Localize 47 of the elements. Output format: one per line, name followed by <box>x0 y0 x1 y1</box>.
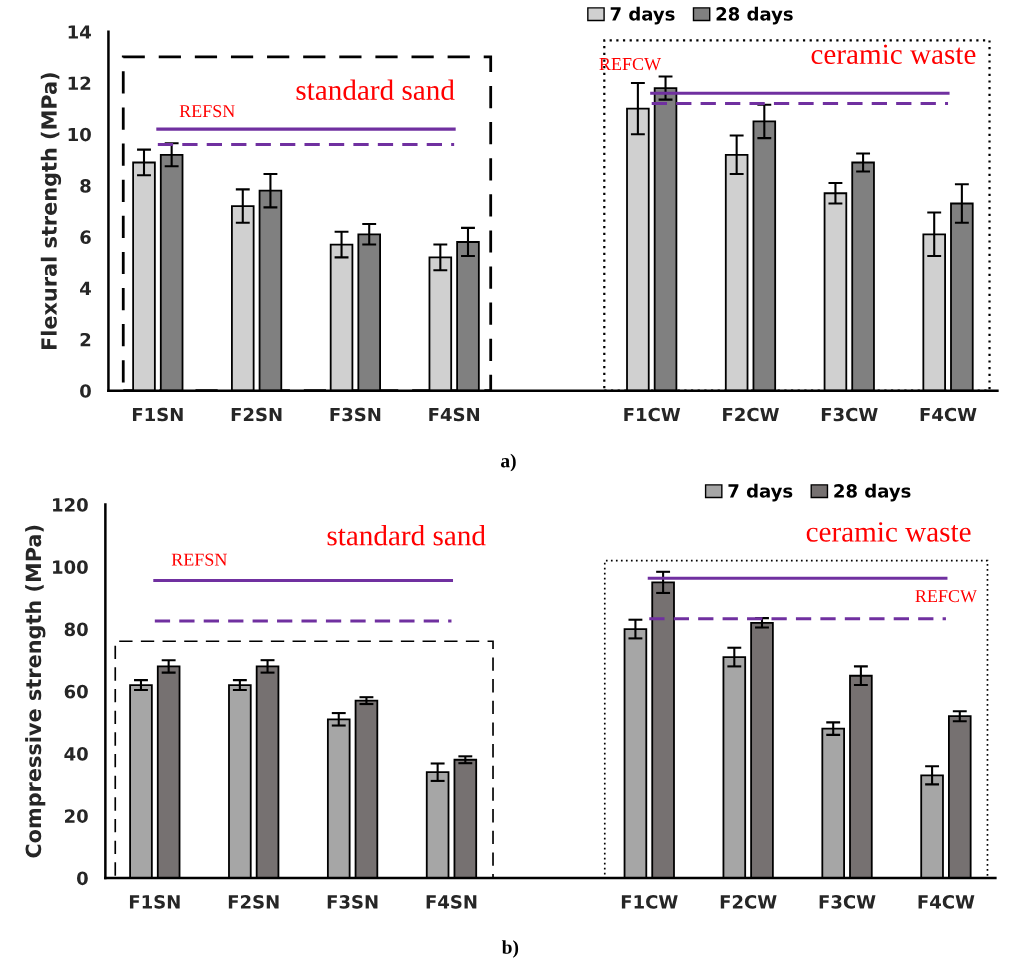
y-tick-label: 2 <box>80 332 91 347</box>
y-tick-label: 6 <box>80 230 91 244</box>
x-tick-label: F3CW <box>821 407 878 422</box>
y-tick-label: 40 <box>64 747 88 761</box>
legend-label: 7 days <box>728 483 793 502</box>
y-tick-label: 8 <box>80 179 91 193</box>
text: a) <box>501 453 516 472</box>
series-label: REFSN <box>179 105 235 118</box>
series-label: REFCW <box>915 590 977 603</box>
x-tick-label: F1CW <box>624 407 681 422</box>
y-tick-label: 20 <box>65 809 88 823</box>
legend-label: 7 days <box>610 6 675 25</box>
x-tick-label: F4SN <box>426 895 477 909</box>
y-axis-title: Compressive strength (MPa) <box>25 525 46 858</box>
text: b) <box>501 940 519 958</box>
y-tick-label: 10 <box>68 127 91 142</box>
y-tick-label: 120 <box>53 498 88 512</box>
y-tick-label: 4 <box>80 281 91 295</box>
x-tick-label: F4CW <box>918 895 975 909</box>
x-tick-label: F2SN <box>231 407 282 422</box>
x-tick-label: F2SN <box>228 895 279 909</box>
x-tick-label: F2CW <box>723 407 779 422</box>
x-tick-label: F4SN <box>429 407 480 422</box>
series-label: REFSN <box>171 553 227 566</box>
x-tick-label: F3SN <box>327 895 378 909</box>
annotation: ceramic waste <box>806 522 971 542</box>
x-tick-label: F3CW <box>819 895 876 909</box>
x-tick-label: F3SN <box>330 407 381 422</box>
x-tick-label: F1SN <box>132 407 183 422</box>
series-label: REFCW <box>599 57 662 71</box>
y-tick-label: 0 <box>77 871 88 886</box>
legend-label: 28 days <box>716 6 793 25</box>
annotation: standard sand <box>327 524 486 546</box>
x-tick-label: F1SN <box>129 895 180 909</box>
x-tick-label: F1CW <box>621 895 678 909</box>
y-axis-title: Flexural strength (MPa) <box>40 73 62 350</box>
y-tick-label: 80 <box>64 622 88 637</box>
y-tick-label: 14 <box>68 25 91 39</box>
annotation: standard sand <box>296 79 455 101</box>
y-tick-label: 12 <box>68 76 91 90</box>
x-tick-label: F4CW <box>920 407 977 422</box>
y-tick-label: 0 <box>80 384 91 398</box>
y-tick-label: 60 <box>64 684 88 699</box>
legend-label: 28 days <box>834 483 911 502</box>
y-tick-label: 100 <box>53 560 88 574</box>
annotation: ceramic waste <box>811 44 976 65</box>
x-tick-label: F2CW <box>720 895 777 909</box>
